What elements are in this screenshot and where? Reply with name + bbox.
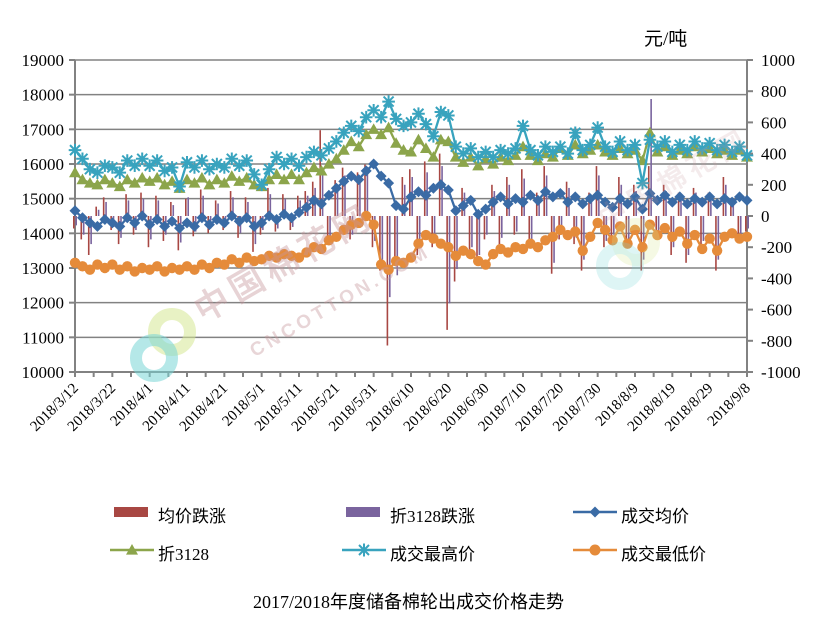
legend-item-avg-change: 均价跌涨 [110, 502, 226, 526]
series-4 [68, 95, 754, 193]
legend-swatch-avg-change [110, 504, 154, 525]
legend-label: 折3128跌涨 [390, 506, 475, 526]
svg-text:11000: 11000 [22, 328, 64, 347]
right-axis-unit-label: 元/吨 [644, 29, 688, 50]
svg-text:19000: 19000 [22, 51, 65, 70]
price-trend-chart: 10000 11000 12000 13000 14000 15000 16000 17000… [22, 51, 801, 435]
svg-text:-200: -200 [761, 238, 792, 257]
svg-text:14000: 14000 [22, 224, 65, 243]
svg-text:12000: 12000 [22, 294, 65, 313]
svg-text:16000: 16000 [22, 155, 65, 174]
svg-text:15000: 15000 [22, 190, 65, 209]
legend-label: 折3128 [158, 544, 209, 564]
legend-item-z3128-change: 折3128跌涨 [342, 502, 475, 526]
legend-swatch-z3128-change [342, 504, 386, 525]
legend-item-min-price: 成交最低价 [573, 540, 706, 564]
series-5 [69, 210, 753, 277]
legend-swatch-z3128 [110, 542, 154, 563]
legend-swatch-avg-price [573, 504, 617, 525]
chart-canvas: 1000011000120001300014000150001600017000… [22, 51, 801, 435]
legend-label: 成交最低价 [621, 544, 706, 564]
svg-text:-400: -400 [761, 269, 792, 288]
svg-text:10000: 10000 [22, 363, 65, 382]
svg-text:18000: 18000 [22, 86, 65, 105]
svg-text:200: 200 [761, 176, 787, 195]
legend-label: 成交最高价 [390, 544, 475, 564]
series-2 [69, 158, 753, 234]
svg-text:1000: 1000 [761, 51, 795, 70]
svg-text:17000: 17000 [22, 120, 65, 139]
svg-text:600: 600 [761, 113, 787, 132]
legend-swatch-min-price [573, 542, 617, 563]
chart-legend: 均价跌涨 折3128跌涨 成交均价 折3128 成交最高价 成交最低价 [0, 494, 817, 584]
svg-text:800: 800 [761, 82, 787, 101]
svg-text:-1000: -1000 [761, 363, 801, 382]
chart-title: 2017/2018年度储备棉轮出成交价格走势 [253, 592, 564, 612]
legend-label: 成交均价 [621, 506, 689, 526]
svg-text:-800: -800 [761, 332, 792, 351]
svg-text:-600: -600 [761, 301, 792, 320]
legend-item-max-price: 成交最高价 [342, 540, 475, 564]
svg-text:400: 400 [761, 145, 787, 164]
legend-label: 均价跌涨 [158, 506, 226, 526]
legend-item-z3128: 折3128 [110, 540, 209, 564]
legend-swatch-max-price [342, 542, 386, 563]
svg-text:0: 0 [761, 207, 770, 226]
svg-text:13000: 13000 [22, 259, 65, 278]
legend-item-avg-price: 成交均价 [573, 502, 689, 526]
